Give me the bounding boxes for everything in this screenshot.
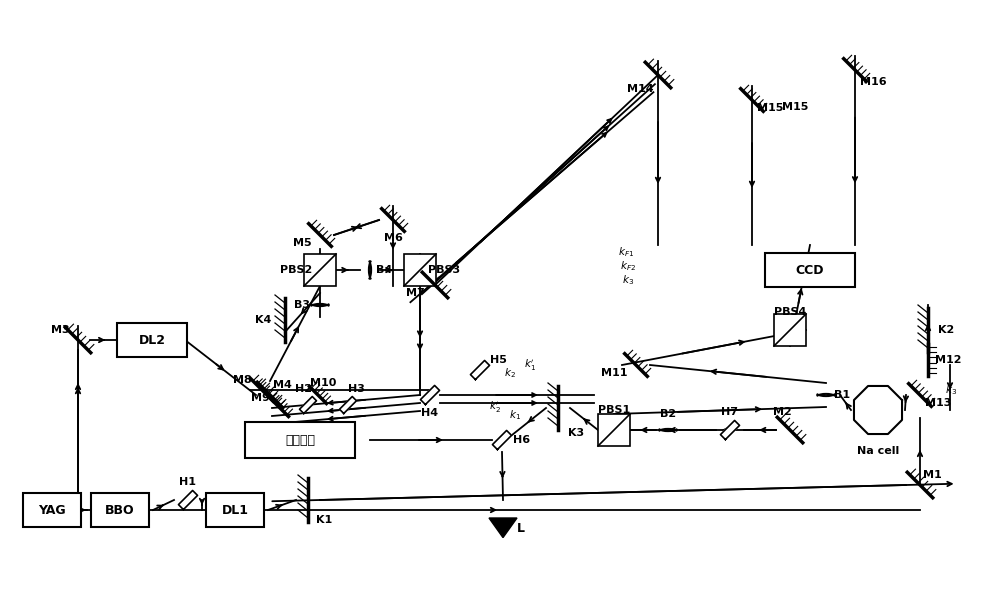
Bar bbox=[245, 422, 355, 458]
Text: H2: H2 bbox=[294, 384, 312, 394]
Text: K2: K2 bbox=[938, 325, 954, 335]
Text: M6: M6 bbox=[384, 233, 402, 243]
Text: M9: M9 bbox=[251, 393, 269, 403]
Text: DL2: DL2 bbox=[138, 333, 166, 346]
Polygon shape bbox=[300, 397, 316, 413]
Text: CCD: CCD bbox=[796, 263, 824, 276]
Text: H3: H3 bbox=[348, 384, 364, 394]
Bar bbox=[598, 414, 630, 446]
Text: M15: M15 bbox=[757, 103, 783, 113]
Text: M16: M16 bbox=[860, 77, 886, 87]
Bar bbox=[117, 323, 187, 357]
Text: H1: H1 bbox=[180, 477, 196, 487]
Text: YAG: YAG bbox=[38, 504, 66, 516]
Text: 延时系统: 延时系统 bbox=[285, 433, 315, 446]
Text: M7: M7 bbox=[406, 288, 424, 298]
Text: M12: M12 bbox=[935, 355, 961, 365]
Text: B2: B2 bbox=[660, 409, 676, 419]
Text: M11: M11 bbox=[601, 368, 627, 378]
Text: DL1: DL1 bbox=[222, 504, 248, 516]
Bar bbox=[765, 253, 855, 287]
Text: Na cell: Na cell bbox=[857, 446, 899, 456]
Text: H6: H6 bbox=[513, 435, 531, 445]
Bar bbox=[774, 314, 806, 346]
Text: $k_1$: $k_1$ bbox=[509, 408, 521, 422]
Text: M2: M2 bbox=[773, 407, 791, 417]
Text: M1: M1 bbox=[923, 470, 941, 480]
Text: H5: H5 bbox=[490, 355, 506, 365]
Polygon shape bbox=[178, 490, 198, 510]
Text: PBS2: PBS2 bbox=[280, 265, 312, 275]
Text: M13: M13 bbox=[925, 398, 951, 408]
Text: $k_{F1}$: $k_{F1}$ bbox=[618, 245, 634, 259]
Polygon shape bbox=[489, 518, 517, 538]
Text: M3: M3 bbox=[51, 325, 69, 335]
Polygon shape bbox=[720, 420, 740, 439]
Text: $k_3$: $k_3$ bbox=[945, 383, 957, 397]
Text: $k_3$: $k_3$ bbox=[622, 273, 634, 287]
Bar bbox=[206, 493, 264, 527]
Polygon shape bbox=[470, 361, 490, 379]
Text: $k_2$: $k_2$ bbox=[504, 366, 516, 380]
Bar bbox=[23, 493, 81, 527]
Text: PBS3: PBS3 bbox=[428, 265, 460, 275]
Text: $k_{F2}$: $k_{F2}$ bbox=[620, 259, 636, 273]
Polygon shape bbox=[854, 386, 902, 434]
Text: K4: K4 bbox=[255, 315, 271, 325]
Text: B1: B1 bbox=[834, 390, 850, 400]
Text: M14: M14 bbox=[627, 84, 653, 94]
Polygon shape bbox=[492, 430, 512, 449]
Bar bbox=[404, 254, 436, 286]
Text: M4: M4 bbox=[273, 380, 291, 390]
Text: M8: M8 bbox=[233, 375, 251, 385]
Text: PBS1: PBS1 bbox=[598, 405, 630, 415]
Text: M10: M10 bbox=[310, 378, 336, 388]
Text: H7: H7 bbox=[722, 407, 738, 417]
Polygon shape bbox=[420, 385, 440, 404]
Text: M5: M5 bbox=[293, 238, 311, 248]
Text: $k_2'$: $k_2'$ bbox=[489, 399, 501, 415]
Text: BBO: BBO bbox=[105, 504, 135, 516]
Text: B4: B4 bbox=[376, 265, 392, 275]
Polygon shape bbox=[340, 397, 356, 413]
Text: $k_1'$: $k_1'$ bbox=[524, 358, 536, 373]
Bar bbox=[304, 254, 336, 286]
Bar bbox=[91, 493, 149, 527]
Text: B3: B3 bbox=[294, 300, 310, 310]
Text: K1: K1 bbox=[316, 515, 332, 525]
Text: L: L bbox=[517, 522, 525, 535]
Text: K3: K3 bbox=[568, 428, 584, 438]
Text: H4: H4 bbox=[421, 408, 439, 418]
Text: M15: M15 bbox=[782, 102, 808, 112]
Text: PBS4: PBS4 bbox=[774, 307, 806, 317]
